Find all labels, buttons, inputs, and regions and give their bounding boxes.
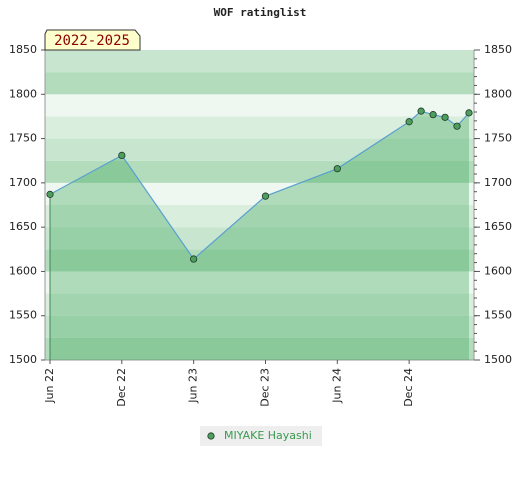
- y-tick-label: 1750: [9, 132, 37, 145]
- y-tick-label: 1850: [9, 43, 37, 56]
- y2-tick-label: 1700: [484, 176, 512, 189]
- legend-marker: [207, 432, 215, 440]
- x-tick-label: Jun 24: [330, 368, 343, 404]
- background-band: [45, 116, 474, 139]
- point: [465, 109, 473, 117]
- y-tick-label: 1650: [9, 220, 37, 233]
- point: [441, 113, 449, 121]
- badge-label: 2022-2025: [54, 33, 130, 49]
- background-band: [45, 72, 474, 95]
- y2-tick-label: 1800: [484, 87, 512, 100]
- y-tick-label: 1550: [9, 309, 37, 322]
- point: [190, 255, 198, 263]
- x-tick-label: Jun 22: [43, 368, 56, 404]
- background-band: [45, 293, 474, 316]
- background-band: [45, 337, 474, 360]
- y2-tick-label: 1550: [484, 309, 512, 322]
- background-band: [45, 315, 474, 338]
- background-band: [45, 94, 474, 117]
- y2-tick-label: 1650: [484, 220, 512, 233]
- y-tick-label: 1800: [9, 87, 37, 100]
- point: [405, 118, 413, 126]
- background-band: [45, 160, 474, 183]
- point: [417, 107, 425, 115]
- background-band: [45, 271, 474, 294]
- point: [118, 151, 126, 159]
- background-band: [45, 50, 474, 73]
- y2-tick-label: 1750: [484, 132, 512, 145]
- point: [429, 111, 437, 119]
- legend-label: MIYAKE Hayashi: [224, 429, 312, 442]
- background-band: [45, 249, 474, 272]
- background-band: [45, 138, 474, 161]
- chart-title: WOF ratinglist: [214, 6, 307, 19]
- x-tick-label: Dec 22: [115, 368, 128, 407]
- background-band: [45, 227, 474, 250]
- x-tick-label: Dec 24: [402, 368, 415, 407]
- point: [453, 122, 461, 130]
- badge-box: [44, 29, 141, 51]
- y2-tick-label: 1600: [484, 264, 512, 277]
- legend-box: [200, 426, 322, 446]
- background-band: [45, 205, 474, 228]
- x-tick-label: Jun 23: [187, 368, 200, 404]
- y-tick-label: 1600: [9, 264, 37, 277]
- point: [46, 190, 54, 198]
- x-tick-label: Dec 23: [258, 368, 271, 407]
- y2-tick-label: 1850: [484, 43, 512, 56]
- point: [261, 192, 270, 200]
- y2-tick-label: 1500: [484, 353, 512, 366]
- y-tick-label: 1500: [9, 353, 37, 366]
- y-tick-label: 1700: [9, 176, 37, 189]
- area-fill: [50, 111, 469, 360]
- point: [333, 165, 341, 173]
